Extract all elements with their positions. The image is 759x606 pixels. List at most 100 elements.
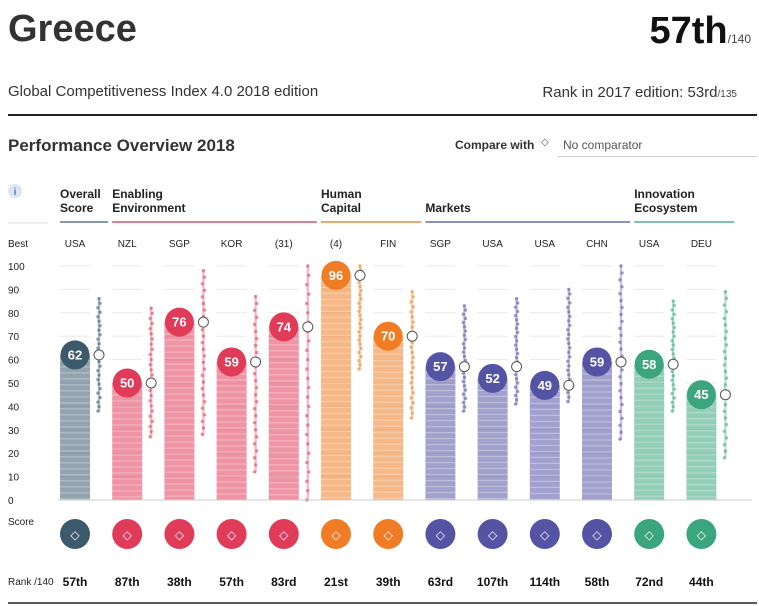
distribution-dot [410, 375, 414, 380]
country-marker[interactable] [458, 361, 470, 373]
score-bar[interactable] [60, 354, 90, 500]
institutions-icon-glyph: ◇ [123, 528, 133, 542]
best-country-label: KOR [221, 239, 243, 250]
score-bar[interactable] [373, 336, 404, 500]
group-label-innovation: Innovation [634, 187, 695, 201]
comparator-select[interactable]: No comparator [557, 131, 757, 157]
distribution-dot [357, 338, 361, 342]
country-marker[interactable] [302, 321, 314, 333]
distribution-dot [463, 337, 468, 342]
score-bubble[interactable] [60, 340, 90, 370]
distribution-dot [201, 380, 206, 384]
labour-market-icon[interactable] [477, 519, 508, 549]
business-dynamism-icon[interactable] [634, 519, 665, 549]
market-size-icon[interactable] [582, 519, 612, 549]
distribution-dot [567, 332, 571, 337]
country-marker[interactable] [354, 269, 366, 281]
distribution-dot [307, 470, 311, 474]
distribution-dot [97, 359, 101, 364]
score-bubble[interactable] [217, 347, 247, 377]
group-label-overall: Overall [60, 187, 101, 201]
score-bar[interactable] [112, 383, 143, 500]
distribution-dot [411, 365, 415, 370]
score-bar[interactable] [425, 366, 456, 500]
distribution-dot [461, 400, 465, 405]
distribution-dot [723, 369, 728, 374]
ict-chip-icon[interactable] [216, 519, 247, 549]
score-bubble[interactable] [321, 260, 351, 290]
distribution-dot [619, 264, 623, 268]
distribution-dot [567, 350, 571, 354]
score-bubble[interactable] [634, 349, 664, 379]
innovation-icon[interactable] [686, 519, 717, 549]
score-bar[interactable] [686, 394, 717, 500]
country-marker[interactable] [667, 358, 679, 370]
score-value: 58 [642, 357, 656, 372]
chevron-updown-icon[interactable]: ◇ [541, 137, 549, 148]
country-marker[interactable] [145, 377, 157, 389]
score-bar[interactable] [634, 364, 665, 500]
country-marker[interactable] [93, 349, 105, 361]
country-marker[interactable] [250, 356, 262, 368]
score-bubble[interactable] [112, 368, 142, 398]
distribution-dot [358, 284, 362, 289]
award-icon[interactable] [60, 519, 90, 549]
score-bar[interactable] [529, 385, 560, 500]
distribution-dot [252, 322, 257, 327]
y-tick-label: 70 [8, 332, 20, 343]
distribution-dot [200, 432, 204, 437]
header-divider [8, 114, 757, 116]
country-marker[interactable] [511, 361, 523, 373]
distribution-dot [149, 342, 153, 346]
distribution-dot [514, 377, 519, 381]
score-bubble[interactable] [373, 321, 403, 351]
distribution-dot [252, 421, 257, 425]
score-bubble[interactable] [269, 312, 299, 342]
distribution-dot [307, 451, 311, 455]
score-bar[interactable] [582, 361, 612, 500]
distribution-dot [514, 318, 519, 322]
infrastructure-icon[interactable] [164, 519, 195, 549]
score-bubble[interactable] [425, 352, 455, 382]
score-bubble[interactable] [164, 307, 194, 337]
distribution-dot [618, 375, 622, 379]
pillar-rank: 21st [324, 575, 348, 589]
score-bar[interactable] [216, 361, 247, 500]
score-bar[interactable] [164, 322, 195, 500]
distribution-dot [513, 402, 518, 406]
macroeconomic-icon[interactable] [268, 519, 299, 549]
health-icon[interactable] [321, 519, 351, 549]
distribution-dot [96, 337, 100, 341]
distribution-dot [255, 315, 259, 320]
product-market-icon[interactable] [425, 519, 456, 549]
skills-icon[interactable] [373, 519, 404, 549]
distribution-dot [620, 319, 624, 324]
institutions-icon[interactable] [112, 519, 143, 549]
financial-system-icon[interactable] [529, 519, 560, 549]
distribution-dot [463, 329, 468, 333]
y-tick-label: 50 [8, 379, 20, 390]
country-marker[interactable] [719, 389, 731, 401]
distribution-dot [463, 388, 468, 392]
country-marker[interactable] [197, 316, 209, 328]
distribution-dot [357, 309, 361, 314]
country-marker[interactable] [615, 356, 627, 368]
distribution-dot [200, 282, 204, 286]
distribution-dot [97, 382, 101, 386]
score-bubble[interactable] [478, 363, 508, 393]
macroeconomic-icon-glyph: ◇ [279, 528, 289, 542]
score-bar[interactable] [321, 275, 351, 500]
country-marker[interactable] [563, 379, 575, 391]
distribution-dot [201, 301, 206, 306]
info-icon[interactable] [8, 184, 22, 198]
score-bar[interactable] [477, 378, 508, 500]
section-title: Performance Overview 2018 [8, 136, 235, 155]
distribution-dot [513, 393, 518, 398]
score-bubble[interactable] [530, 370, 560, 400]
score-bar[interactable] [268, 326, 299, 500]
previous-rank-total: /135 [717, 89, 737, 100]
score-bubble[interactable] [582, 347, 612, 377]
distribution-dot [619, 312, 623, 317]
score-bubble[interactable] [686, 380, 716, 410]
country-marker[interactable] [406, 330, 418, 342]
